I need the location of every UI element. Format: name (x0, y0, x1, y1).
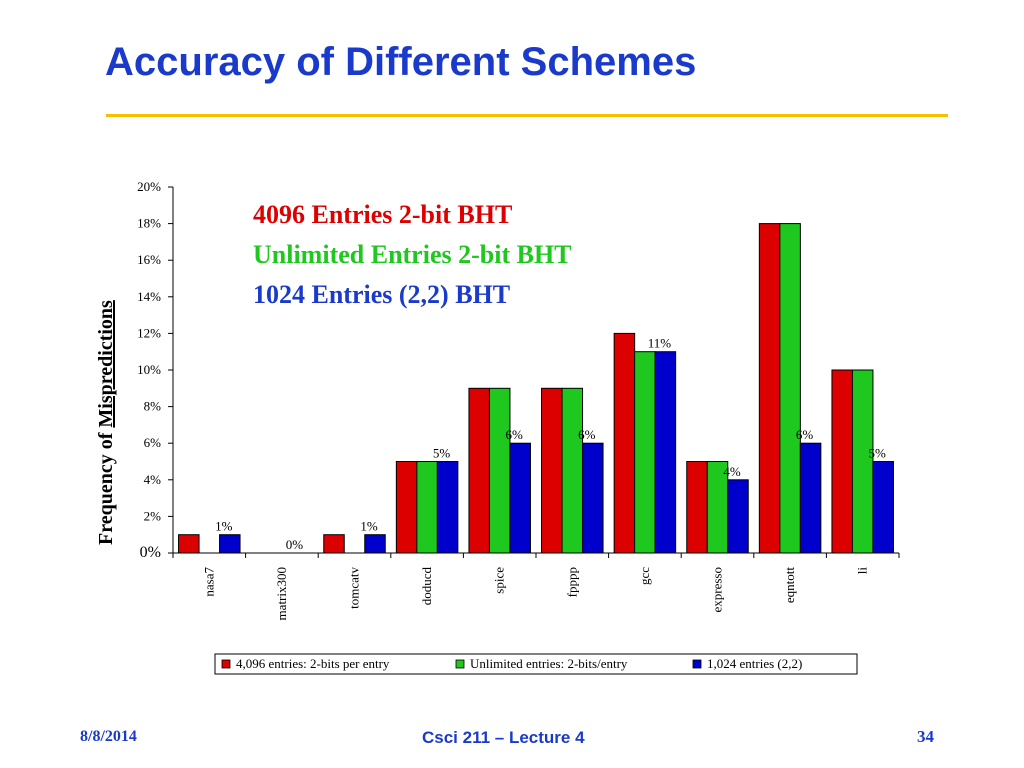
category-label-tomcatv: tomcatv (347, 567, 362, 609)
bar-spice-series-3 (509, 442, 531, 554)
category-label-expresso: expresso (710, 567, 725, 613)
y-axis-label: Frequency of Mispredictions (95, 300, 117, 545)
bar-gcc-series-2 (634, 351, 656, 554)
legend-swatch-1 (221, 659, 231, 669)
data-label-nasa7: 1% (215, 519, 233, 534)
category-label-spice: spice (492, 567, 507, 594)
bar-tomcatv-series-1 (323, 534, 345, 554)
data-label-eqntott: 6% (796, 427, 814, 442)
data-label-spice: 6% (506, 427, 524, 442)
bar-gcc-series-3 (654, 351, 677, 554)
y-tick-label: 14% (137, 289, 161, 304)
annotation-3: 1024 Entries (2,2) BHT (253, 280, 510, 309)
slide-title: Accuracy of Different Schemes (105, 40, 697, 84)
category-label-eqntott: eqntott (782, 567, 797, 603)
footer-date: 8/8/2014 (80, 728, 137, 745)
data-label-expresso: 4% (723, 464, 741, 479)
legend-label-1: 4,096 entries: 2-bits per entry (236, 656, 390, 671)
bar-tomcatv-series-3 (364, 534, 386, 554)
y-tick-label: 18% (137, 216, 161, 231)
y-tick-label: 12% (137, 325, 161, 340)
chart-data-labels: 1% 0% 1% 5% 6% 6% 11% 4% 6% 5% (215, 336, 886, 552)
bar-li-series-1 (831, 369, 853, 554)
bar-eqntott-series-3 (799, 442, 822, 554)
bar-fpppp-series-2 (561, 387, 584, 554)
y-tick-label: 20% (137, 179, 161, 194)
data-label-fpppp: 6% (578, 427, 596, 442)
chart-legend: 4,096 entries: 2-bits per entry Unlimited… (214, 653, 858, 675)
data-label-gcc: 11% (648, 336, 672, 351)
data-label-tomcatv: 1% (360, 519, 378, 534)
bar-spice-series-2 (488, 387, 511, 554)
chart-annotations: 4096 Entries 2-bit BHT Unlimited Entries … (253, 200, 572, 309)
y-axis-label-prefix: Frequency of (95, 428, 117, 545)
y-tick-label: 0% (140, 544, 161, 561)
bar-gcc-series-1 (613, 332, 636, 554)
misprediction-bar-chart: 0% 2% 4% 6% 8% 10% 12% 14% 16% 18% 20% 1% 0% 1% 5% 6% 6… (95, 179, 900, 675)
bar-nasa7-series-1 (178, 534, 200, 554)
y-tick-label: 8% (144, 399, 162, 414)
data-label-li: 5% (869, 446, 887, 461)
legend-swatch-3 (692, 659, 702, 669)
bar-spice-series-1 (468, 387, 490, 554)
y-tick-label: 4% (144, 472, 162, 487)
bar-li-series-3 (872, 461, 894, 554)
footer-page-number: 34 (917, 727, 934, 746)
y-tick-label: 2% (144, 508, 162, 523)
category-label-fpppp: fpppp (564, 567, 579, 597)
bar-fpppp-series-3 (582, 442, 604, 554)
y-tick-label: 6% (144, 435, 162, 450)
chart-category-labels: nasa7 matrix300 tomcatv doducd spice fpppp gcc… (201, 567, 869, 621)
bar-expresso-series-3 (727, 479, 749, 554)
bar-eqntott-series-2 (779, 223, 801, 554)
data-label-doducd: 5% (433, 446, 451, 461)
category-label-nasa7: nasa7 (201, 567, 216, 597)
legend-swatch-2 (455, 659, 465, 669)
data-label-matrix300: 0% (286, 537, 304, 552)
title-divider (106, 114, 948, 117)
bar-expresso-series-1 (686, 461, 708, 554)
category-label-gcc: gcc (637, 567, 652, 585)
bar-eqntott-series-1 (758, 223, 781, 554)
category-label-matrix300: matrix300 (274, 567, 289, 620)
category-label-li: li (855, 567, 870, 575)
bar-li-series-2 (851, 369, 874, 554)
legend-label-2: Unlimited entries: 2-bits/entry (470, 656, 628, 671)
legend-box (214, 653, 858, 675)
annotation-1: 4096 Entries 2-bit BHT (253, 200, 512, 229)
y-tick-label: 16% (137, 252, 161, 267)
y-tick-label: 10% (137, 362, 161, 377)
annotation-2: Unlimited Entries 2-bit BHT (253, 240, 572, 269)
category-label-doducd: doducd (419, 567, 434, 606)
y-axis-label-underlined: Mispredictions (95, 300, 117, 428)
bar-doducd-series-3 (436, 461, 459, 554)
bar-fpppp-series-1 (541, 387, 563, 554)
legend-label-3: 1,024 entries (2,2) (707, 656, 802, 671)
chart-bars (178, 223, 894, 554)
bar-doducd-series-2 (416, 461, 438, 554)
bar-nasa7-series-3 (219, 534, 241, 554)
footer-course: Csci 211 – Lecture 4 (422, 728, 585, 747)
bar-doducd-series-1 (395, 461, 418, 554)
